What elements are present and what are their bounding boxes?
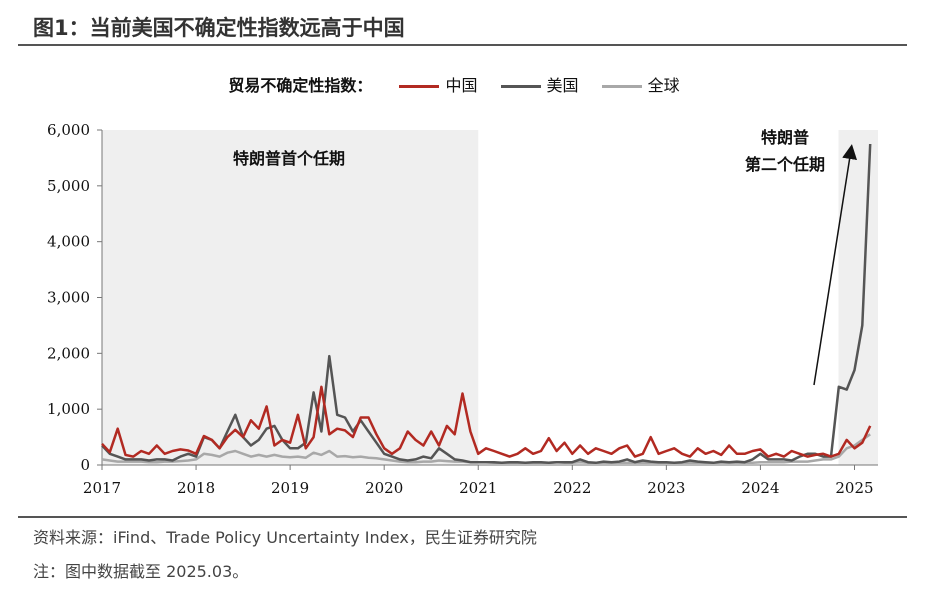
legend-item-china: 中国 xyxy=(399,72,477,96)
legend-swatch-usa xyxy=(500,85,541,88)
y-tick-label: 2,000 xyxy=(47,344,90,362)
x-tick-label: 2021 xyxy=(459,479,497,497)
x-tick-label: 2020 xyxy=(365,479,403,497)
series-line-china xyxy=(101,385,872,458)
x-tick-label: 2024 xyxy=(741,479,779,497)
legend-item-global: 全球 xyxy=(601,72,680,96)
x-tick-label: 2017 xyxy=(83,479,121,497)
x-tick-label: 2019 xyxy=(271,479,309,497)
y-tick-label: 6,000 xyxy=(47,121,90,139)
top-divider xyxy=(18,44,907,46)
legend-swatch-china xyxy=(399,85,440,88)
y-tick-label: 1,000 xyxy=(47,400,90,418)
shade-second-term xyxy=(838,130,878,465)
x-tick-label: 2018 xyxy=(177,479,215,497)
chart-legend: 贸易不确定性指数： 中国 美国 全球 xyxy=(0,72,926,96)
legend-swatch-global xyxy=(601,85,642,88)
x-tick-label: 2023 xyxy=(647,479,685,497)
bottom-divider xyxy=(18,516,907,518)
y-tick-label: 5,000 xyxy=(47,177,90,195)
series-line-usa xyxy=(101,143,872,465)
y-tick-label: 0 xyxy=(80,456,90,474)
legend-item-usa: 美国 xyxy=(500,72,579,96)
second-term-label-line2: 第二个任期 xyxy=(745,155,825,174)
legend-label-global: 全球 xyxy=(647,76,680,95)
y-tick-label: 3,000 xyxy=(47,289,90,307)
y-tick-label: 4,000 xyxy=(47,233,90,251)
trend-arrow xyxy=(813,144,858,386)
second-term-label-line1: 特朗普 xyxy=(761,128,809,147)
legend-title: 贸易不确定性指数： xyxy=(228,76,373,95)
shade-first-term xyxy=(102,130,479,465)
source-note: 资料来源：iFind、Trade Policy Uncertainty Inde… xyxy=(33,528,537,547)
x-tick-label: 2022 xyxy=(553,479,591,497)
x-tick-label: 2025 xyxy=(835,479,873,497)
data-note: 注：图中数据截至 2025.03。 xyxy=(33,562,249,581)
legend-label-usa: 美国 xyxy=(546,76,579,95)
legend-label-china: 中国 xyxy=(445,76,478,95)
first-term-label: 特朗普首个任期 xyxy=(233,149,345,168)
figure-title: 图1：当前美国不确定性指数远高于中国 xyxy=(33,16,405,40)
